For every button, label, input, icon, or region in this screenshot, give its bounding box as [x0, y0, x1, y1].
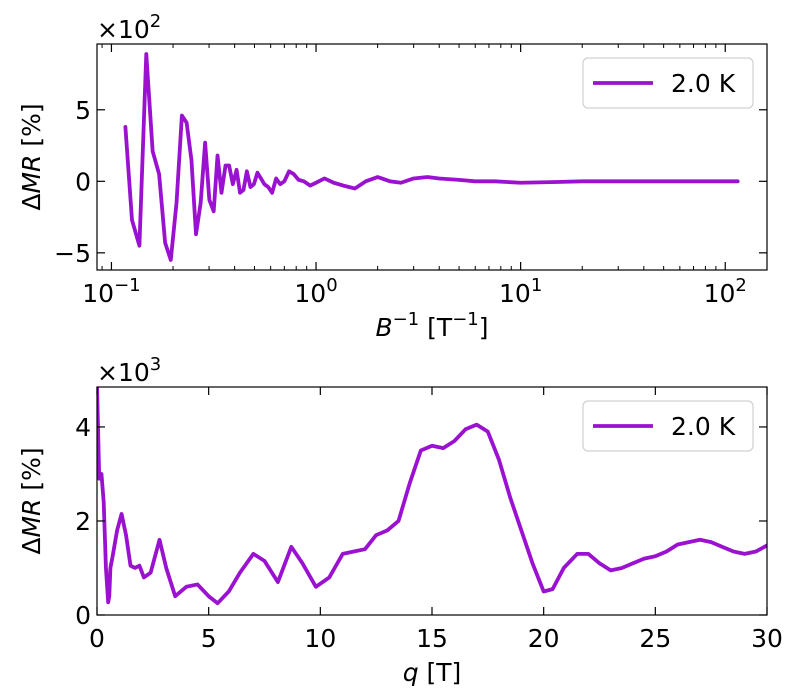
series-line-0 [97, 387, 767, 606]
x-tick-label: 10−1 [82, 275, 140, 308]
y-tick-label: −5 [54, 239, 91, 268]
series-line-0 [123, 52, 740, 262]
x-tick-label: 20 [528, 624, 560, 653]
legend-box [582, 57, 754, 109]
axes-frame [96, 43, 768, 271]
legend: 2.0 K [582, 400, 754, 452]
bottom-panel: 0 5 10 15 20 25 30 0 2 4×103 q [T] ΔMR [%] 2.0 K [17, 354, 783, 687]
x-tick-label: 0 [89, 624, 105, 653]
x-tick-label: 10 [304, 624, 336, 653]
x-tick-label: 101 [499, 275, 542, 308]
x-tick-label: 15 [416, 624, 448, 653]
x-tick-label: 100 [294, 275, 337, 308]
x-tick-label: 30 [751, 624, 783, 653]
y-multiplier-label: ×103 [97, 354, 161, 387]
y-multiplier-label: ×102 [97, 11, 161, 44]
y-tick-label: 0 [75, 601, 91, 630]
y-axis-label: ΔMR [%] [17, 447, 46, 554]
legend-label: 2.0 K [671, 69, 736, 98]
x-tick-label: 25 [639, 624, 671, 653]
y-axis-label: ΔMR [%] [17, 103, 46, 210]
y-tick-label: 0 [75, 167, 91, 196]
legend: 2.0 K [582, 57, 754, 109]
x-axis-label: q [T] [403, 658, 462, 687]
y-tick-label: 2 [75, 507, 91, 536]
y-tick-label: 5 [75, 96, 91, 125]
x-axis-label: B−1 [T−1] [376, 309, 489, 342]
x-tick-label: 102 [704, 275, 747, 308]
top-panel: 10−1 100 101 102 −5 0 5 ×102 B−1 [T−1] ΔMR [%] 2.0… [17, 11, 768, 342]
y-tick-label: 4 [75, 413, 91, 442]
legend-label: 2.0 K [671, 412, 736, 441]
x-tick-label: 5 [201, 624, 217, 653]
legend-box [582, 400, 754, 452]
